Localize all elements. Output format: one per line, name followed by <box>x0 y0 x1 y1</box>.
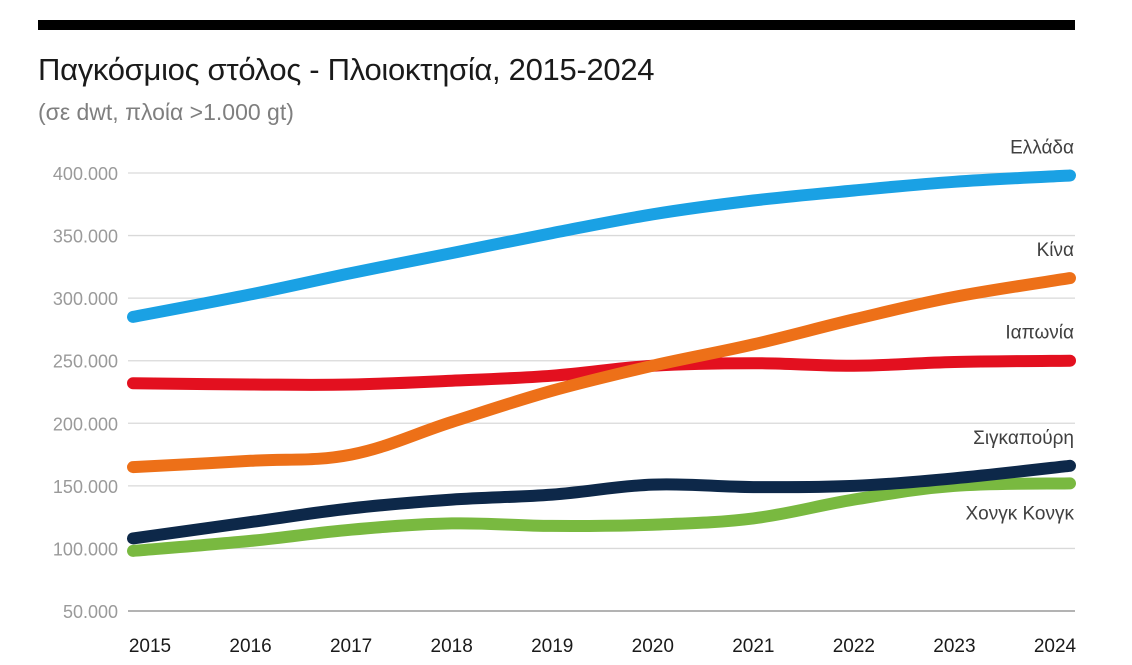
series-line-japan <box>127 354 1076 391</box>
y-tick-label: 100.000 <box>53 539 118 559</box>
chart-subtitle: (σε dwt, πλοία >1.000 gt) <box>38 99 294 125</box>
title-rule <box>38 20 1075 30</box>
y-tick-label: 200.000 <box>53 414 118 434</box>
x-tick-label: 2023 <box>933 636 975 657</box>
x-tick-label: 2019 <box>531 636 573 657</box>
y-tick-label: 300.000 <box>53 289 118 309</box>
y-tick-label: 250.000 <box>53 352 118 372</box>
x-tick-label: 2024 <box>1034 636 1077 657</box>
y-tick-label: 150.000 <box>53 477 118 497</box>
series-line-china <box>127 272 1076 474</box>
y-tick-label: 50.000 <box>63 602 118 622</box>
series-label-hong-kong: Χονγκ Κονγκ <box>965 503 1074 524</box>
x-tick-label: 2021 <box>732 636 774 657</box>
series-label-greece: Ελλάδα <box>1010 138 1074 159</box>
x-tick-label: 2020 <box>632 636 674 657</box>
series-line-hong-kong <box>127 477 1076 557</box>
x-tick-label: 2018 <box>431 636 473 657</box>
series-line-singapore <box>127 459 1076 545</box>
series-label-singapore: Σιγκαπούρη <box>973 428 1074 449</box>
chart-title: Παγκόσμιος στόλος - Πλοιοκτησία, 2015-20… <box>38 52 655 87</box>
x-tick-label: 2022 <box>833 636 875 657</box>
y-tick-label: 350.000 <box>53 227 118 247</box>
series-line-greece <box>127 169 1076 323</box>
series-label-japan: Ιαπωνία <box>1005 323 1074 344</box>
series-label-china: Κίνα <box>1037 240 1074 261</box>
x-tick-label: 2016 <box>229 636 271 657</box>
x-tick-label: 2017 <box>330 636 372 657</box>
x-tick-label: 2015 <box>129 636 171 657</box>
y-tick-label: 400.000 <box>53 164 118 184</box>
